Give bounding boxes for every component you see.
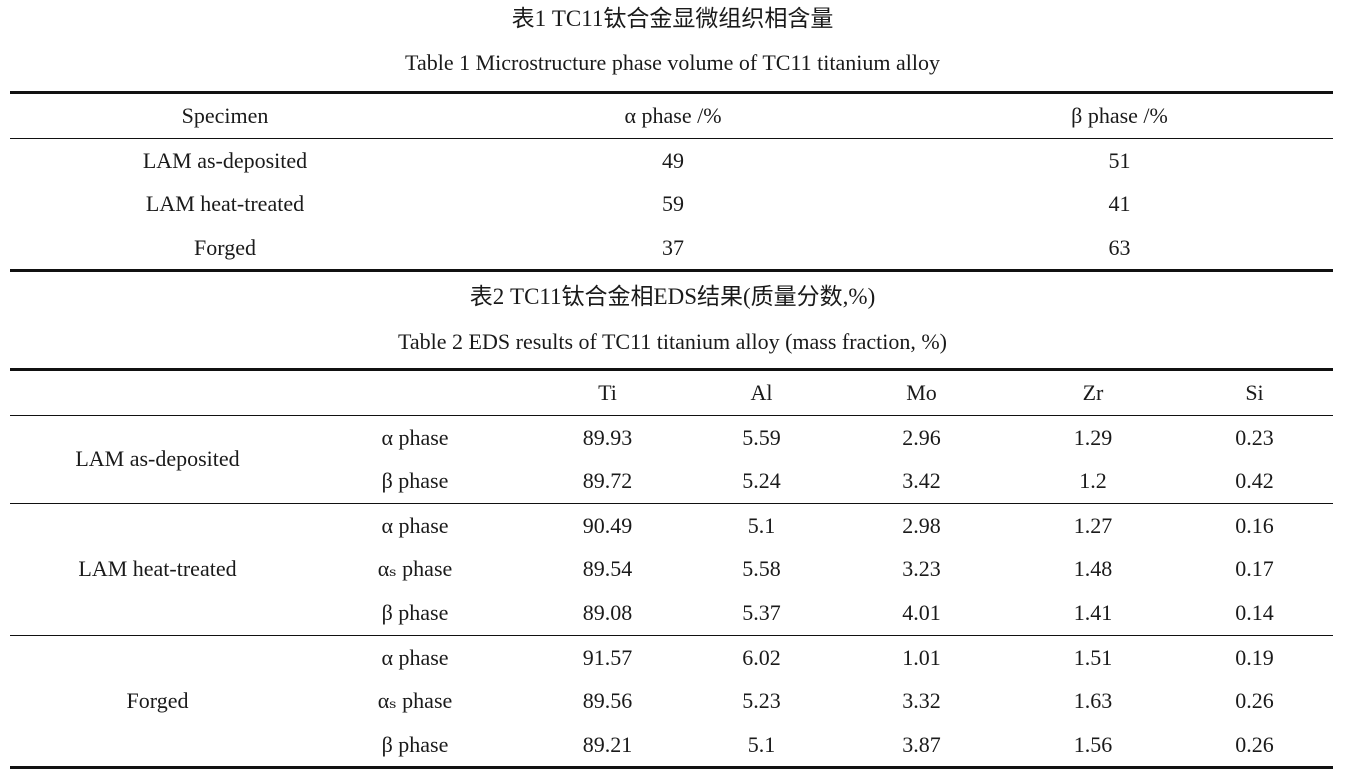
specimen-cell: LAM heat-treated: [10, 502, 305, 636]
table2-column-header: Si: [1176, 369, 1333, 416]
specimen-cell: LAM heat-treated: [145, 191, 305, 217]
value-cell: 5.1: [690, 502, 833, 548]
phase-cell: β phase: [381, 468, 449, 494]
value-cell: 0.26: [1235, 731, 1274, 757]
phase-cell: α phase: [305, 502, 525, 548]
value-cell: 0.26: [1235, 688, 1274, 714]
specimen-cell: LAM as-deposited: [75, 446, 240, 472]
table1-title-en: Table 1 Microstructure phase volume of T…: [405, 50, 940, 75]
value-cell: 1.63: [1073, 688, 1113, 714]
value-cell: 3.32: [902, 688, 941, 714]
value-cell: 2.98: [833, 502, 1010, 548]
value-cell: 1.27: [1010, 502, 1176, 548]
table2-column-header: [10, 369, 305, 416]
phase-cell: α phase: [381, 424, 449, 450]
value-cell: 5.59: [742, 424, 781, 450]
specimen-cell: LAM as-deposited: [142, 147, 308, 173]
phase-cell: β phase: [381, 731, 449, 757]
value-cell: 89.72: [582, 468, 633, 494]
table2-column-header: Mo: [833, 369, 1010, 416]
value-cell: 63: [1108, 234, 1131, 260]
value-cell: 1.56: [1073, 731, 1113, 757]
specimen-cell: Forged: [10, 634, 305, 768]
table2-column-header: Al: [690, 369, 833, 416]
value-cell: 6.02: [690, 634, 833, 680]
value-cell: 2.96: [902, 424, 941, 450]
value-cell: 5.58: [742, 556, 781, 582]
value-cell: 89.21: [582, 731, 633, 757]
value-cell: 3.42: [902, 468, 941, 494]
value-cell: 1.01: [833, 634, 1010, 680]
value-cell: 1.41: [1073, 599, 1113, 625]
value-cell: 41: [1108, 191, 1131, 217]
value-cell: 4.01: [902, 599, 941, 625]
value-cell: 49: [662, 147, 684, 173]
value-cell: 89.93: [582, 424, 633, 450]
value-cell: 0.17: [1235, 556, 1274, 582]
value-cell: 5.1: [747, 731, 776, 757]
value-cell: 89.54: [582, 556, 633, 582]
table-row: αₛ phase 89.56 5.23 3.32 1.63 0.26: [10, 679, 1333, 723]
table1-column-header: α phase /%: [440, 92, 906, 139]
table2-eds-results: Ti Al Mo Zr Si LAM as-deposited α phase 89.93 5…: [10, 368, 1333, 769]
value-cell: 5.23: [742, 688, 781, 714]
value-cell: 0.14: [1235, 599, 1274, 625]
value-cell: 59: [662, 191, 684, 217]
value-cell: 1.51: [1010, 634, 1176, 680]
specimen-cell: Forged: [194, 234, 256, 260]
value-cell: 1.29: [1073, 424, 1113, 450]
value-cell: 1.2: [1079, 468, 1107, 494]
value-cell: 1.48: [1073, 556, 1113, 582]
value-cell: 89.56: [582, 688, 633, 714]
value-cell: 90.49: [525, 502, 690, 548]
table-row: αₛ phase 89.54 5.58 3.23 1.48 0.17: [10, 547, 1333, 591]
table-row: Forged α phase 91.57 6.02 1.01 1.51 0.19: [10, 634, 1333, 768]
table-row: LAM as-deposited 49 51: [10, 138, 1333, 182]
value-cell: 5.37: [742, 599, 781, 625]
table-row: β phase 89.08 5.37 4.01 1.41 0.14: [10, 591, 1333, 635]
table-row: Forged 37 63: [10, 226, 1333, 271]
value-cell: 51: [1108, 147, 1131, 173]
table-row: LAM heat-treated 59 41: [10, 182, 1333, 226]
phase-cell: α phase: [305, 634, 525, 680]
table-row: β phase 89.72 5.24 3.42 1.2 0.42: [10, 459, 1333, 503]
value-cell: 0.42: [1235, 468, 1274, 494]
table2-column-header: Ti: [525, 369, 690, 416]
table2-header-row: Ti Al Mo Zr Si: [10, 369, 1333, 416]
table2-title-en: Table 2 EDS results of TC11 titanium all…: [398, 329, 947, 354]
value-cell: 0.23: [1235, 424, 1274, 450]
value-cell: 0.16: [1176, 502, 1333, 548]
table-row: LAM heat-treated α phase 90.49 5.1 2.98 1.27 0…: [10, 502, 1333, 636]
phase-cell: αₛ phase: [377, 556, 453, 582]
phase-cell: β phase: [381, 599, 449, 625]
table2-title-cn: 表2 TC11钛合金相EDS结果(质量分数,%): [469, 284, 876, 309]
table-row: β phase 89.21 5.1 3.87 1.56 0.26: [10, 723, 1333, 768]
value-cell: 0.19: [1176, 634, 1333, 680]
table2-column-header: Zr: [1010, 369, 1176, 416]
table1-phase-volume: Specimen α phase /% β phase /% LAM as-depo…: [10, 91, 1333, 273]
value-cell: 37: [662, 234, 684, 260]
table1-header-row: Specimen α phase /% β phase /%: [10, 92, 1333, 139]
value-cell: 3.23: [902, 556, 941, 582]
table-row: LAM as-deposited α phase 89.93 5.59 2.96 1.29…: [10, 415, 1333, 472]
phase-cell: αₛ phase: [377, 688, 453, 714]
table1-column-header: Specimen: [10, 92, 440, 139]
value-cell: 91.57: [525, 634, 690, 680]
value-cell: 5.24: [742, 468, 781, 494]
table1-column-header: β phase /%: [906, 92, 1333, 139]
table1-title-cn: 表1 TC11钛合金显微组织相含量: [511, 6, 834, 31]
table2-column-header: [305, 369, 525, 416]
value-cell: 3.87: [902, 731, 941, 757]
value-cell: 89.08: [582, 599, 633, 625]
